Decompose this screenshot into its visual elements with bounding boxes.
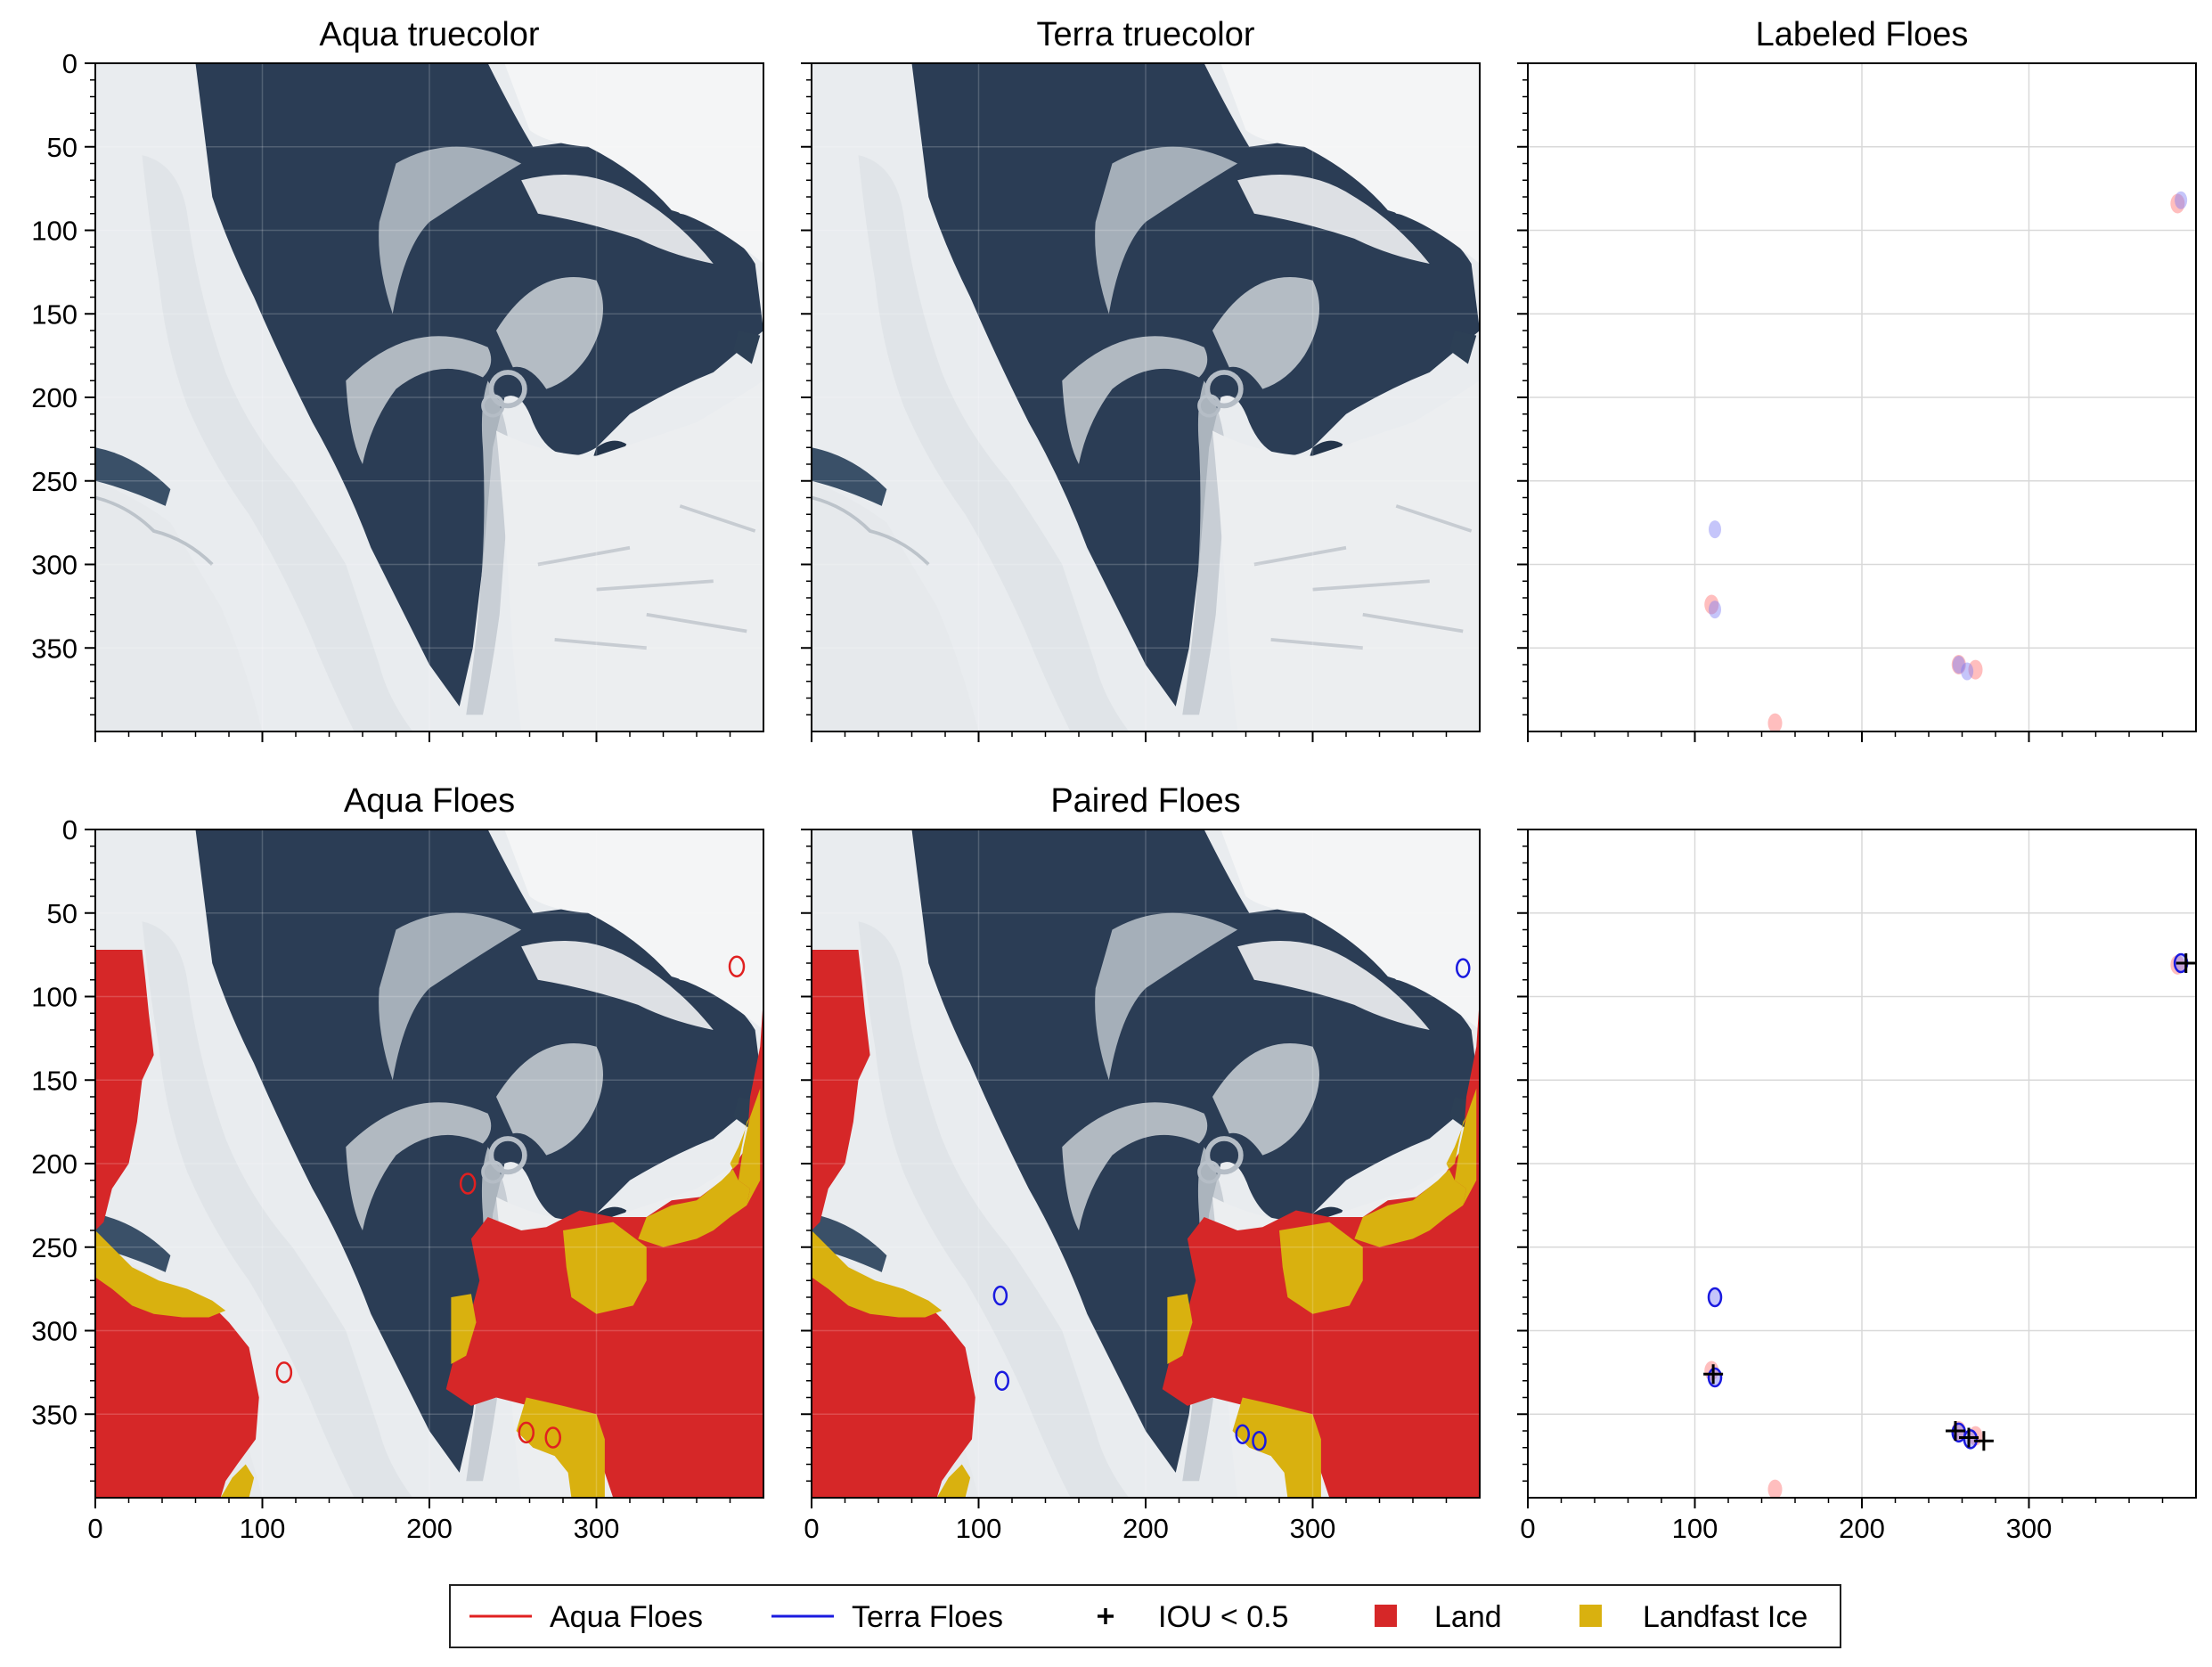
plot-area (1528, 829, 2196, 1499)
x-tick-label: 200 (406, 1513, 453, 1544)
panel-title: Aqua truecolor (319, 16, 539, 53)
terra-floe (1709, 1369, 1721, 1386)
legend-label: Landfast Ice (1643, 1600, 1808, 1634)
y-tick-label: 200 (31, 382, 78, 413)
y-tick-label: 300 (31, 550, 78, 581)
panel-title: Paired Floes (1050, 782, 1240, 820)
aqua-floe (1768, 1480, 1783, 1499)
y-tick-label: 100 (31, 216, 78, 247)
square-icon (1579, 1605, 1602, 1627)
x-tick-label: 100 (956, 1513, 1002, 1544)
terra-floe (1709, 1288, 1721, 1306)
panel-3: Labeled Floes (1517, 16, 2196, 742)
x-tick-label: 300 (574, 1513, 620, 1544)
x-tick-label: 300 (1290, 1513, 1336, 1544)
panel-5: 0 100 200 300 Paired Floes (801, 782, 1480, 1544)
y-tick-label: 50 (47, 132, 78, 163)
legend-label: Terra Floes (852, 1600, 1003, 1634)
terra-floe (1964, 1430, 1977, 1448)
y-tick-label: 250 (31, 1232, 78, 1263)
x-tick-label: 100 (1672, 1513, 1718, 1544)
legend: Aqua Floes Terra Floes IOU < 0.5 Land La… (450, 1585, 1841, 1647)
panel-title: Terra truecolor (1037, 16, 1255, 53)
terra-floe (2175, 192, 2187, 209)
legend-label: Aqua Floes (550, 1600, 703, 1634)
plot-area (812, 63, 1480, 731)
panel-title: Aqua Floes (344, 782, 515, 820)
panel-title: Labeled Floes (1756, 16, 1969, 53)
x-tick-label: 200 (1839, 1513, 1885, 1544)
y-tick-label: 150 (31, 1065, 78, 1096)
x-tick-label: 300 (2006, 1513, 2053, 1544)
x-tick-label: 0 (1520, 1513, 1535, 1544)
legend-label: IOU < 0.5 (1158, 1600, 1288, 1634)
square-icon (1375, 1605, 1397, 1627)
terra-floe (1709, 520, 1721, 538)
panel-6: 0 100 200 300 (1517, 829, 2196, 1544)
x-tick-label: 0 (804, 1513, 819, 1544)
y-tick-label: 350 (31, 633, 78, 664)
plot-area (95, 63, 763, 731)
x-tick-label: 0 (87, 1513, 102, 1544)
plot-area (95, 829, 763, 1498)
y-tick-label: 200 (31, 1148, 78, 1180)
legend-label: Land (1434, 1600, 1502, 1634)
plot-area (812, 829, 1480, 1498)
y-tick-label: 350 (31, 1399, 78, 1430)
aqua-floe (1768, 714, 1783, 733)
panel-4: 0 100 200 300 0 50 100 150 200 250 300 350 Aqua Floe… (31, 782, 763, 1544)
panel-1: 0 50 100 150 200 250 300 350 Aqua truecolor (31, 16, 763, 742)
terra-floe (1709, 601, 1721, 618)
panel-2: Terra truecolor (801, 16, 1480, 742)
terra-floe (1961, 663, 1973, 681)
x-tick-label: 200 (1122, 1513, 1169, 1544)
y-tick-label: 150 (31, 298, 78, 330)
plot-area (1528, 63, 2196, 733)
y-tick-label: 0 (62, 814, 78, 846)
y-tick-label: 100 (31, 982, 78, 1013)
x-tick-label: 100 (240, 1513, 286, 1544)
y-tick-label: 300 (31, 1316, 78, 1347)
y-tick-label: 250 (31, 466, 78, 497)
y-tick-label: 50 (47, 898, 78, 929)
y-tick-label: 0 (62, 48, 78, 79)
